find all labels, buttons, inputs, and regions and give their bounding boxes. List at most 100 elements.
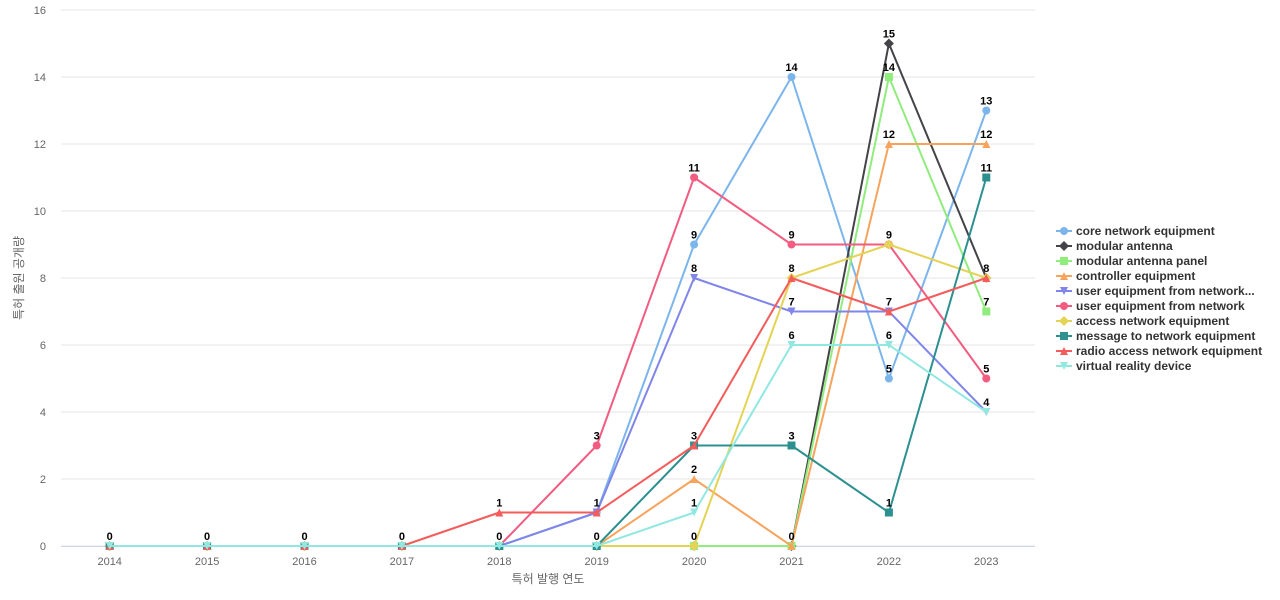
data-label: 13: [980, 96, 992, 108]
data-point[interactable]: [592, 441, 601, 450]
legend-marker[interactable]: [1060, 227, 1068, 235]
data-label: 9: [691, 230, 697, 242]
data-point[interactable]: [884, 140, 893, 148]
legend-marker[interactable]: [1060, 257, 1068, 265]
data-point[interactable]: [982, 274, 991, 282]
data-label: 9: [788, 230, 794, 242]
data-point[interactable]: [592, 542, 601, 550]
data-point[interactable]: [689, 541, 700, 551]
legend-item[interactable]: radio access network equipment: [1056, 344, 1262, 358]
data-label: 1: [691, 498, 697, 510]
y-tick-label: 0: [40, 541, 46, 553]
data-point[interactable]: [982, 374, 991, 383]
legend-item[interactable]: modular antenna panel: [1056, 254, 1207, 268]
data-point[interactable]: [884, 73, 893, 81]
data-label: 8: [983, 263, 989, 275]
data-point[interactable]: [105, 542, 114, 550]
data-point[interactable]: [690, 475, 699, 483]
data-label: 7: [983, 297, 989, 309]
data-point[interactable]: [982, 408, 991, 416]
legend-marker[interactable]: [1060, 362, 1068, 370]
data-point[interactable]: [982, 106, 991, 115]
legend-item[interactable]: user equipment from network: [1056, 299, 1245, 313]
legend-marker[interactable]: [1060, 287, 1068, 295]
data-point[interactable]: [787, 441, 796, 450]
data-label: 9: [886, 230, 892, 242]
series-line: [108, 176, 988, 547]
y-tick-label: 16: [34, 5, 46, 17]
y-tick-label: 14: [34, 72, 46, 84]
data-label: 0: [301, 531, 307, 543]
data-label: 0: [691, 531, 697, 543]
legend-item[interactable]: virtual reality device: [1056, 359, 1192, 373]
data-point[interactable]: [495, 508, 504, 517]
data-point[interactable]: [787, 542, 796, 550]
series-line: [108, 344, 988, 547]
data-point[interactable]: [884, 374, 893, 383]
legend-label: user equipment from network: [1076, 299, 1245, 313]
legend-item[interactable]: controller equipment: [1056, 269, 1195, 283]
data-point[interactable]: [884, 307, 893, 316]
data-point[interactable]: [690, 173, 699, 182]
legend-marker[interactable]: [1060, 272, 1068, 280]
legend-item[interactable]: user equipment from network...: [1056, 284, 1255, 298]
y-tick-label: 12: [34, 139, 46, 151]
legend-item[interactable]: core network equipment: [1056, 224, 1215, 238]
data-point[interactable]: [883, 38, 894, 49]
data-point[interactable]: [982, 307, 991, 316]
data-point[interactable]: [203, 542, 212, 550]
data-label: 6: [788, 330, 794, 342]
legend-marker[interactable]: [1060, 347, 1068, 355]
data-point[interactable]: [592, 508, 601, 517]
legend-marker[interactable]: [1060, 332, 1068, 340]
data-point[interactable]: [690, 441, 699, 450]
legend-item[interactable]: modular antenna: [1056, 239, 1173, 253]
series-line: [108, 243, 988, 547]
legend-marker[interactable]: [1060, 302, 1068, 310]
data-label: 0: [594, 531, 600, 543]
data-point[interactable]: [787, 240, 796, 249]
data-point[interactable]: [884, 341, 893, 349]
data-point[interactable]: [690, 508, 699, 517]
data-label: 8: [788, 263, 794, 275]
data-point[interactable]: [690, 274, 699, 282]
data-label: 12: [980, 129, 992, 141]
data-label: 3: [594, 431, 600, 443]
data-point[interactable]: [787, 307, 796, 316]
y-tick-label: 4: [40, 407, 46, 419]
legend-marker[interactable]: [1059, 241, 1069, 251]
grid-lines: [61, 9, 1035, 547]
data-label: 3: [691, 431, 697, 443]
series-lines: [104, 38, 992, 551]
data-label: 5: [886, 364, 892, 376]
legend-label: modular antenna panel: [1076, 254, 1207, 268]
data-label: 4: [983, 397, 990, 409]
data-point[interactable]: [883, 239, 894, 250]
data-label: 8: [691, 263, 697, 275]
legend-label: user equipment from network...: [1076, 284, 1255, 298]
data-point[interactable]: [982, 173, 991, 182]
legend-marker[interactable]: [1059, 316, 1069, 326]
data-point[interactable]: [690, 240, 699, 249]
data-point[interactable]: [884, 508, 893, 517]
data-label: 11: [688, 163, 700, 175]
legend-item[interactable]: access network equipment: [1056, 314, 1229, 328]
data-point[interactable]: [982, 140, 991, 148]
data-point[interactable]: [397, 542, 406, 550]
data-point[interactable]: [787, 341, 796, 349]
data-point[interactable]: [787, 73, 796, 81]
data-label: 1: [496, 498, 502, 510]
y-tick-label: 2: [40, 474, 46, 486]
data-label: 14: [883, 62, 896, 74]
legend-item[interactable]: message to network equipment: [1056, 329, 1255, 343]
data-point[interactable]: [300, 542, 309, 550]
data-label: 0: [204, 531, 210, 543]
data-point[interactable]: [787, 274, 796, 282]
data-label: 15: [883, 29, 895, 41]
x-tick-label: 2019: [584, 556, 608, 568]
data-point[interactable]: [495, 542, 504, 550]
data-label: 0: [496, 531, 502, 543]
legend-label: message to network equipment: [1076, 329, 1255, 343]
